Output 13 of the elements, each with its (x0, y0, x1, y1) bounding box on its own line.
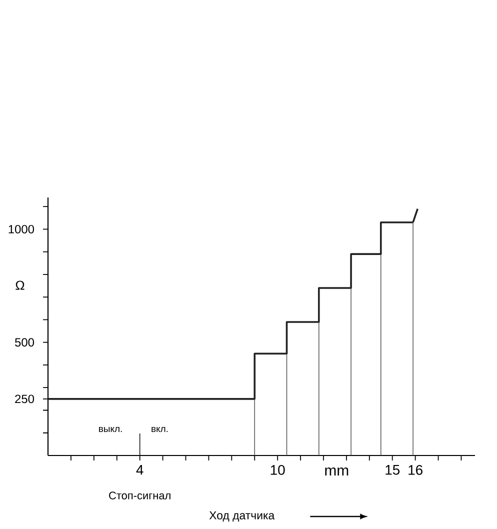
y-tick-label: 1000 (8, 224, 34, 234)
y-axis-title: Ω (16, 280, 24, 290)
text: mm (325, 467, 348, 476)
x-tick-label: 16 (408, 465, 422, 475)
y-tick-label: 500 (15, 338, 34, 347)
x-axis-title: Ход датчика (209, 511, 275, 522)
annotation: выкл. (99, 426, 122, 432)
y-tick-label: 250 (15, 394, 34, 404)
ref-line-label: Стоп-сигнал (109, 492, 170, 500)
x-tick-label: 15 (386, 465, 400, 475)
x-tick-label: 4 (136, 465, 144, 475)
x-tick-label: 10 (270, 465, 285, 475)
annotation: вкл. (152, 426, 168, 432)
